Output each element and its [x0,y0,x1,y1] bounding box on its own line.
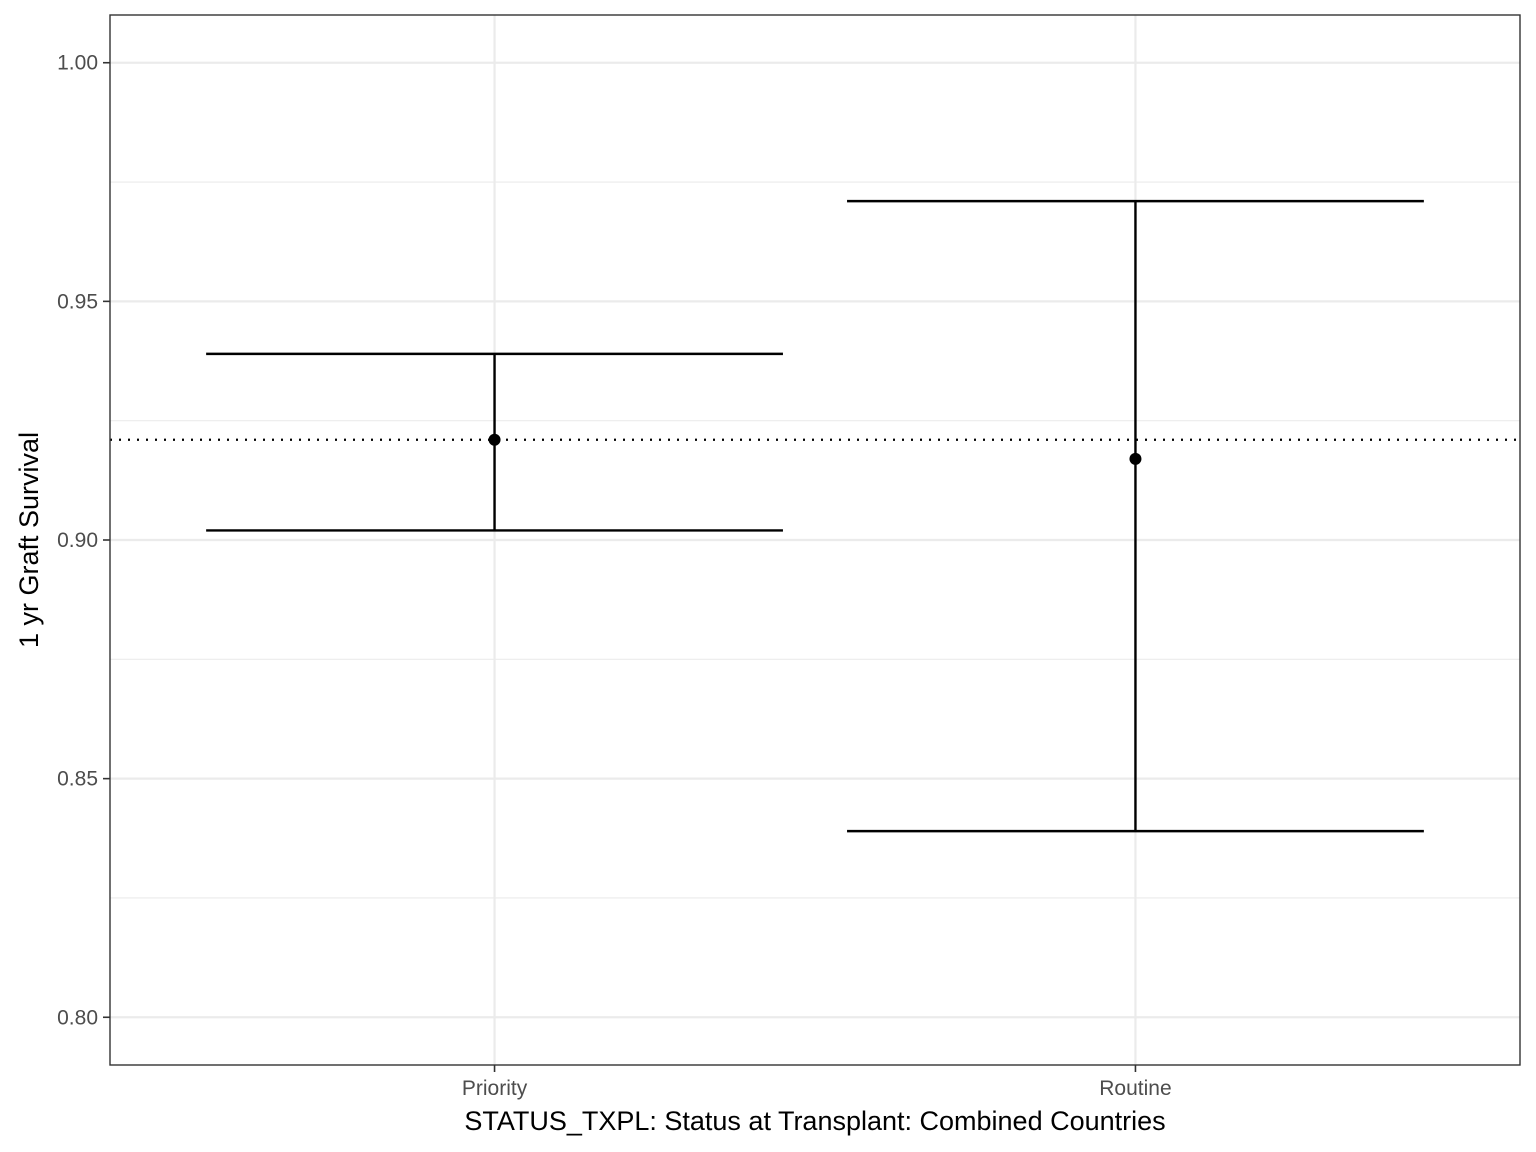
y-tick-label: 0.95 [57,290,98,313]
y-tick-label: 0.85 [57,768,98,791]
x-tick-label: Routine [1099,1077,1171,1100]
y-tick-label: 0.90 [57,529,98,552]
grid-lines [110,15,1520,1065]
x-tick-label: Priority [462,1077,528,1100]
estimate-point [488,433,501,446]
estimate-point [1129,452,1142,465]
y-axis-title: 1 yr Graft Survival [14,432,44,648]
x-axis-title: STATUS_TXPL: Status at Transplant: Combi… [464,1106,1165,1136]
axes: 0.80 0.85 0.90 0.95 1.00 Priority Routine [57,52,1172,1100]
data-marks [206,199,1424,833]
y-tick-label: 0.80 [57,1006,98,1029]
y-tick-label: 1.00 [57,52,98,75]
